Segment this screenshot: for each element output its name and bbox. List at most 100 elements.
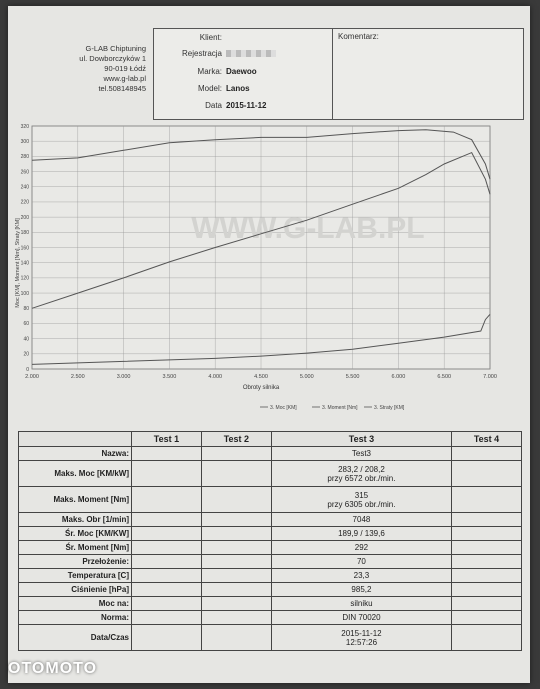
- y-tick-label: 300: [21, 139, 30, 145]
- test3-value-line: 2015-11-12: [341, 628, 382, 638]
- y-tick-label: 60: [23, 321, 29, 327]
- table-row: Maks. Moment [Nm] 315 przy 6305 obr./min.: [18, 486, 522, 513]
- company-info: G-LAB Chiptuning ul. Dowborczyków 1 90-0…: [26, 44, 146, 94]
- torque-curve: [31, 129, 491, 180]
- test3-value: Test3: [270, 446, 453, 461]
- x-tick-label: 2.500: [71, 374, 85, 380]
- empty-cell: [451, 610, 522, 625]
- test3-value: 985,2: [270, 582, 453, 597]
- x-tick-label: 3.000: [117, 374, 131, 380]
- test3-value-line: 23,3: [353, 571, 370, 580]
- row-label: Norma:: [18, 610, 132, 625]
- date-row: Data 2015-11-12: [154, 101, 340, 115]
- table-row: Norma: DIN 70020: [18, 610, 522, 625]
- row-label: Moc na:: [18, 596, 132, 611]
- row-label: Przełożenie:: [18, 554, 132, 569]
- company-street: ul. Dowborczyków 1: [79, 54, 146, 63]
- empty-cell: [200, 460, 272, 487]
- empty-cell: [451, 460, 522, 487]
- test3-value-line: 70: [356, 557, 366, 566]
- company-web: www.g-lab.pl: [103, 74, 146, 83]
- registration-row: Rejestracja: [154, 49, 340, 63]
- y-tick-label: 120: [21, 276, 30, 282]
- y-tick-label: 240: [21, 185, 30, 191]
- x-tick-label: 4.000: [208, 374, 222, 380]
- results-header-row: Test 1 Test 2 Test 3 Test 4: [18, 431, 522, 447]
- table-row: Maks. Obr [1/min] 7048: [18, 512, 522, 527]
- test3-value-line: 985,2: [351, 585, 372, 594]
- empty-cell: [200, 446, 272, 461]
- row-label: Maks. Obr [1/min]: [18, 512, 132, 527]
- legend-label: 3. Straty [KM]: [374, 405, 405, 411]
- test3-value-line2: przy 6305 obr./min.: [327, 499, 396, 509]
- table-row: Maks. Moc [KM/kW] 283,2 / 208,2 przy 6572 …: [18, 460, 522, 487]
- empty-cell: [131, 540, 202, 555]
- empty-cell: [451, 624, 522, 651]
- test3-value: 189,9 / 139,6: [270, 526, 453, 541]
- test3-value-line: 315: [354, 490, 369, 500]
- company-name: G-LAB Chiptuning: [85, 44, 146, 53]
- series-group: [31, 129, 491, 365]
- legend-label: 3. Moc [KM]: [270, 405, 297, 411]
- empty-cell: [200, 624, 272, 651]
- empty-cell: [131, 624, 202, 651]
- empty-cell: [200, 554, 272, 569]
- model-value: Lanos: [226, 84, 250, 93]
- row-label: Ciśnienie [hPa]: [18, 582, 132, 597]
- power-curve: [31, 151, 491, 309]
- empty-cell: [200, 610, 272, 625]
- empty-cell: [131, 554, 202, 569]
- empty-cell: [451, 568, 522, 583]
- y-tick-label: 100: [21, 291, 30, 297]
- row-label: Temperatura [C]: [18, 568, 132, 583]
- header-test-4: Test 4: [451, 431, 522, 447]
- test3-value-line: 189,9 / 139,6: [338, 529, 385, 538]
- x-axis-label: Obroty silnika: [243, 385, 280, 391]
- test3-value-line2: 12:57:26: [345, 637, 378, 647]
- test3-value-line: 283,2 / 208,2: [338, 464, 385, 474]
- y-tick-labels: 0 20 40 60 80 100 120 140 160 180 200 220 240 260 280 3…: [21, 124, 30, 373]
- registration-redacted: [226, 50, 276, 57]
- row-label: Data/Czas: [18, 624, 132, 651]
- y-tick-label: 160: [21, 245, 30, 251]
- test3-value: 283,2 / 208,2 przy 6572 obr./min.: [270, 460, 453, 487]
- y-tick-label: 80: [23, 306, 29, 312]
- table-row: Moc na: silniku: [18, 596, 522, 611]
- test3-value-line: 292: [354, 543, 369, 552]
- make-label: Marka:: [197, 67, 222, 76]
- client-row: Klient:: [154, 33, 340, 47]
- y-tick-label: 0: [26, 367, 29, 373]
- comment-label: Komentarz:: [338, 32, 379, 41]
- y-tick-label: 260: [21, 169, 30, 175]
- company-phone: tel.508148945: [98, 84, 146, 93]
- header-test-2: Test 2: [200, 431, 272, 447]
- y-tick-label: 140: [21, 260, 30, 266]
- test3-value: silniku: [270, 596, 453, 611]
- empty-cell: [131, 582, 202, 597]
- vehicle-info-box: Klient: Rejestracja Marka: Daewoo Model:…: [153, 28, 341, 120]
- x-tick-label: 4.500: [254, 374, 268, 380]
- table-row: Przełożenie: 70: [18, 554, 522, 569]
- empty-cell: [200, 512, 272, 527]
- empty-cell: [200, 582, 272, 597]
- empty-cell: [451, 486, 522, 513]
- dyno-chart: WWW.G-LAB.PL 0 20 40 60 80 100 120 140 160 180 200…: [15, 124, 497, 411]
- empty-cell: [131, 460, 202, 487]
- x-tick-labels: 2.000 2.500 3.000 3.500 4.000 4.500 5.000 5.500…: [25, 374, 497, 380]
- empty-cell: [131, 610, 202, 625]
- dyno-report-sheet: G-LAB Chiptuning ul. Dowborczyków 1 90-0…: [8, 6, 530, 683]
- model-label: Model:: [197, 84, 222, 93]
- empty-cell: [200, 526, 272, 541]
- x-tick-label: 5.500: [346, 374, 360, 380]
- table-row: Temperatura [C] 23,3: [18, 568, 522, 583]
- y-tick-label: 280: [21, 154, 30, 160]
- comment-box: Komentarz:: [332, 28, 524, 120]
- table-row: Data/Czas 2015-11-12 12:57:26: [18, 624, 522, 651]
- y-tick-label: 200: [21, 215, 30, 221]
- x-tick-label: 3.500: [163, 374, 177, 380]
- x-tick-label: 6.000: [392, 374, 406, 380]
- row-label: Śr. Moment [Nm]: [18, 540, 132, 555]
- x-tick-label: 6.500: [437, 374, 451, 380]
- empty-cell: [131, 596, 202, 611]
- date-value: 2015-11-12: [226, 101, 267, 110]
